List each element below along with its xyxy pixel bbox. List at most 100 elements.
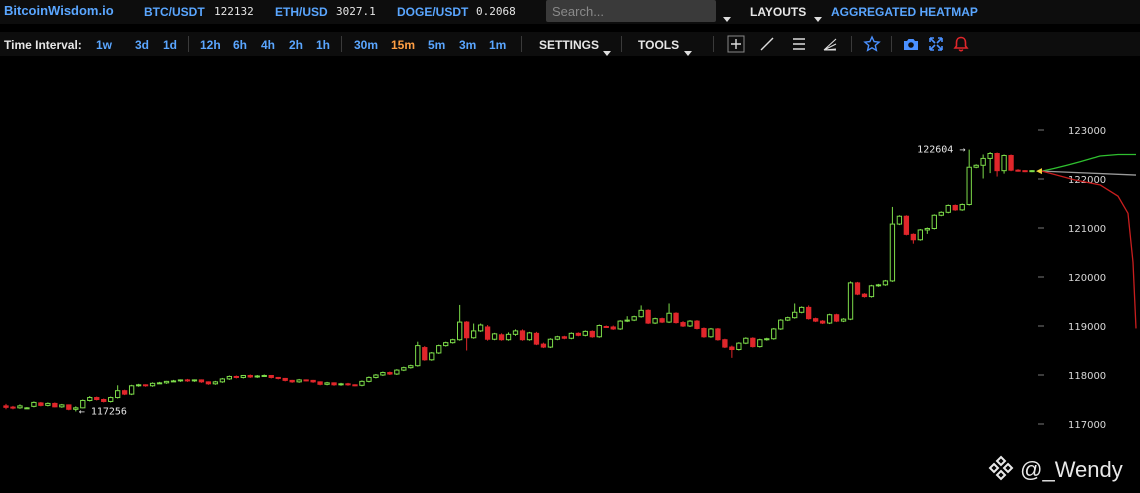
candle-body bbox=[799, 306, 805, 313]
candle-body bbox=[840, 318, 847, 322]
candle-body bbox=[135, 384, 142, 387]
candle-body bbox=[519, 330, 526, 341]
candle-body bbox=[673, 312, 679, 324]
y-axis-tick-label: 121000 bbox=[1068, 224, 1106, 235]
interval-5m[interactable]: 5m bbox=[428, 38, 446, 52]
candle-body bbox=[889, 223, 896, 282]
candle-body bbox=[1015, 169, 1021, 172]
candle-body bbox=[142, 384, 149, 387]
candle-body bbox=[3, 405, 9, 408]
camera-icon[interactable] bbox=[902, 35, 920, 53]
candle-body bbox=[219, 378, 226, 383]
ticker-doge-price: 0.2068 bbox=[476, 5, 516, 18]
candle-body bbox=[415, 345, 421, 367]
candle-body bbox=[268, 374, 274, 378]
interval-30m[interactable]: 30m bbox=[354, 38, 379, 52]
interval-1d[interactable]: 1d bbox=[163, 38, 178, 52]
trendline-icon[interactable] bbox=[758, 35, 776, 53]
candle-body bbox=[331, 382, 337, 386]
candle-body bbox=[52, 402, 58, 408]
candle-body bbox=[736, 342, 742, 351]
candle-body bbox=[715, 328, 721, 341]
interval-12h[interactable]: 12h bbox=[200, 38, 221, 52]
candle-body bbox=[226, 375, 233, 380]
candle-body bbox=[910, 233, 917, 241]
interval-2h[interactable]: 2h bbox=[289, 38, 304, 52]
time-interval-label: Time Interval: bbox=[4, 38, 82, 52]
candle-body bbox=[24, 407, 30, 410]
candle-body bbox=[987, 153, 993, 159]
candle-body bbox=[764, 338, 770, 341]
candle-body bbox=[366, 376, 372, 382]
candle-body bbox=[128, 385, 135, 395]
candle-body bbox=[380, 372, 386, 376]
crosshair-icon[interactable] bbox=[727, 35, 745, 53]
interval-4h[interactable]: 4h bbox=[261, 38, 276, 52]
candle-body bbox=[917, 229, 923, 241]
interval-15m[interactable]: 15m bbox=[391, 38, 416, 52]
ticker-doge-symbol[interactable]: DOGE/USDT bbox=[397, 5, 469, 19]
candle-body bbox=[589, 330, 595, 338]
layouts-chevron-icon[interactable] bbox=[814, 9, 822, 27]
candle-body bbox=[966, 166, 972, 205]
candle-body bbox=[191, 379, 198, 382]
interval-6h[interactable]: 6h bbox=[233, 38, 248, 52]
tools-chevron-icon[interactable] bbox=[684, 43, 692, 61]
candle-body bbox=[282, 377, 288, 381]
tools-menu[interactable]: TOOLS bbox=[638, 38, 680, 52]
candle-body bbox=[938, 211, 944, 216]
fullscreen-icon[interactable] bbox=[927, 35, 945, 53]
candle-body bbox=[156, 382, 163, 385]
candle-body bbox=[163, 380, 170, 384]
candle-body bbox=[743, 337, 749, 344]
candle-body bbox=[177, 379, 184, 382]
candle-body bbox=[261, 374, 267, 377]
candle-body bbox=[345, 383, 351, 386]
candle-body bbox=[568, 332, 575, 339]
fan-icon[interactable] bbox=[821, 35, 839, 53]
layouts-menu[interactable]: LAYOUTS bbox=[750, 5, 807, 19]
candle-body bbox=[903, 215, 910, 235]
ticker-btc-symbol[interactable]: BTC/USDT bbox=[144, 5, 205, 19]
candle-body bbox=[596, 325, 602, 338]
candle-body bbox=[792, 311, 798, 319]
toolbar-divider bbox=[891, 36, 892, 52]
candle-body bbox=[149, 382, 156, 387]
aggregated-heatmap-link[interactable]: AGGREGATED HEATMAP bbox=[831, 5, 978, 19]
interval-3m[interactable]: 3m bbox=[459, 38, 477, 52]
candle-body bbox=[359, 380, 365, 386]
interval-1w[interactable]: 1w bbox=[96, 38, 113, 52]
candle-body bbox=[687, 320, 693, 327]
ticker-eth-price: 3027.1 bbox=[336, 5, 376, 18]
candle-body bbox=[694, 320, 700, 329]
candle-body bbox=[205, 381, 212, 385]
candle-body bbox=[498, 334, 505, 341]
toolbar-divider bbox=[621, 36, 622, 52]
candle-body bbox=[115, 390, 121, 399]
settings-chevron-icon[interactable] bbox=[603, 43, 611, 61]
candle-body bbox=[184, 379, 191, 382]
star-icon[interactable] bbox=[863, 35, 881, 53]
site-logo[interactable]: BitcoinWisdom.io bbox=[4, 3, 114, 18]
candle-body bbox=[443, 342, 449, 347]
search-input[interactable] bbox=[546, 0, 716, 22]
interval-3d[interactable]: 3d bbox=[135, 38, 150, 52]
horizontal-lines-icon[interactable] bbox=[790, 35, 808, 53]
candle-body bbox=[121, 390, 128, 395]
interval-1h[interactable]: 1h bbox=[316, 38, 331, 52]
candle-body bbox=[94, 397, 100, 401]
candle-body bbox=[1022, 170, 1028, 173]
candle-body bbox=[247, 374, 253, 378]
settings-menu[interactable]: SETTINGS bbox=[539, 38, 600, 52]
search-dropdown-chevron-icon[interactable] bbox=[723, 9, 731, 27]
alert-bell-icon[interactable] bbox=[952, 35, 970, 53]
candle-body bbox=[484, 326, 491, 340]
interval-1m[interactable]: 1m bbox=[489, 38, 507, 52]
candle-body bbox=[303, 379, 309, 382]
candle-body bbox=[338, 383, 344, 386]
ticker-eth-symbol[interactable]: ETH/USD bbox=[275, 5, 328, 19]
candle-body bbox=[847, 282, 854, 320]
price-chart[interactable]: 123000 122000 121000 120000 119000 118000 1170… bbox=[0, 58, 1140, 493]
candle-body bbox=[87, 397, 93, 401]
candle-body bbox=[826, 314, 833, 324]
